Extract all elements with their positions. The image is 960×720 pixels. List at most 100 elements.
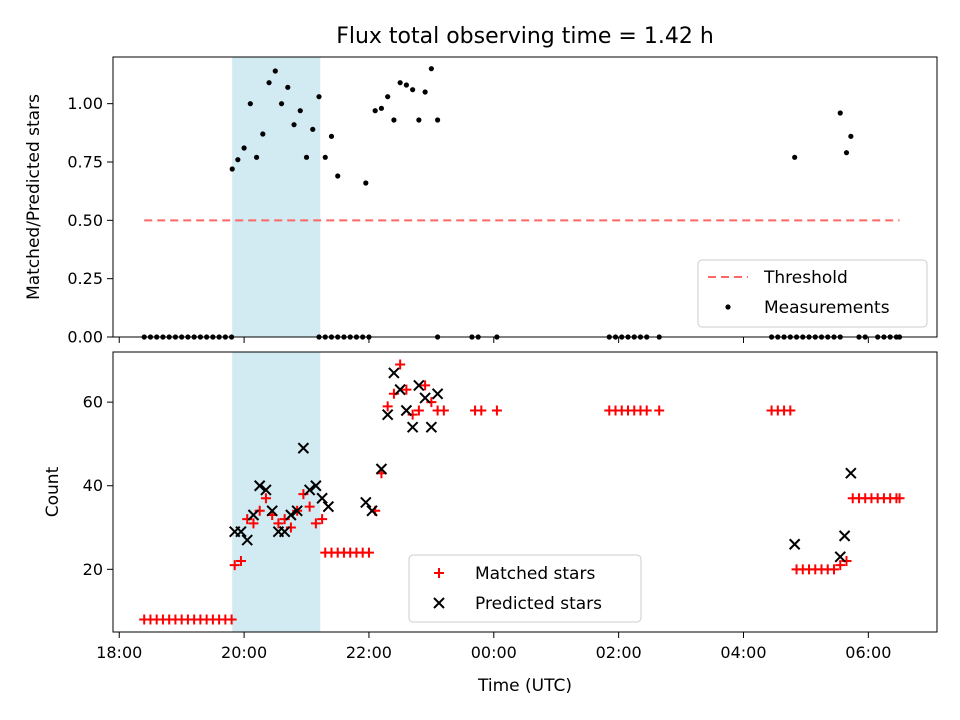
matched-star-point	[785, 405, 796, 416]
x-tick-label: 20:00	[221, 643, 267, 662]
matched-star-point	[401, 384, 412, 395]
y-tick-label: 0.00	[67, 328, 103, 347]
predicted-star-point	[235, 525, 247, 538]
matched-star-point	[413, 405, 424, 416]
predicted-star-point	[266, 505, 278, 517]
predicted-star-point	[413, 379, 425, 392]
predicted-star-point	[394, 383, 406, 396]
matched-star-point	[395, 359, 406, 370]
measurement-point	[397, 80, 403, 86]
matched-star-point	[829, 564, 839, 575]
measurement-point	[428, 66, 434, 72]
y-tick-label: 0.25	[67, 269, 103, 288]
matched-star-point	[229, 560, 240, 571]
measurement-point	[316, 94, 322, 100]
measurement-point	[372, 108, 378, 114]
matched-star-point	[476, 405, 487, 416]
measurement-point	[247, 101, 253, 107]
predicted-star-point	[788, 538, 801, 550]
measurement-point	[792, 154, 798, 160]
matched-star-point	[363, 547, 374, 558]
matched-star-point	[310, 518, 321, 529]
predicted-star-point	[834, 551, 846, 563]
predicted-star-point	[375, 463, 388, 475]
measurement-point	[278, 101, 285, 107]
ratio-panel: 0.00 0.25 0.50 0.75 1.00 Matched/Predicted st…	[24, 56, 938, 347]
predicted-star-point	[419, 392, 431, 404]
measurement-point	[435, 117, 441, 123]
axes-frame	[112, 351, 938, 633]
matched-star-point	[273, 518, 284, 529]
matched-star-point	[382, 401, 393, 412]
measurement-point	[235, 157, 241, 163]
predicted-star-point	[285, 509, 297, 521]
measurement-point	[310, 126, 316, 132]
predicted-star-point	[291, 505, 303, 517]
measurement-point	[285, 84, 291, 90]
legend-box	[408, 554, 642, 623]
chart-title: Flux total observing time = 1.42 h	[336, 24, 714, 49]
matched-star-point	[894, 493, 905, 504]
measurement-point	[303, 154, 310, 160]
predicted-star-point	[838, 530, 851, 542]
predicted-star-point	[360, 496, 372, 509]
measurement-point	[416, 117, 422, 123]
predicted-star-point	[260, 484, 272, 496]
measurement-point	[328, 133, 335, 139]
matched-star-point	[420, 380, 431, 391]
x-axis-label: Time (UTC)	[477, 676, 572, 696]
matched-star-point	[304, 501, 315, 512]
legend-matched-label: Matched stars	[475, 564, 595, 584]
y-axis-label: Count	[43, 466, 63, 517]
shaded-region	[232, 57, 321, 337]
legend-measurements-label: Measurements	[764, 298, 890, 318]
y-axis-label: Matched/Predicted stars	[24, 94, 44, 300]
measurement-point	[272, 68, 278, 74]
predicted-star-point	[425, 421, 438, 433]
measurement-point	[266, 80, 272, 86]
x-tick-label: 02:00	[596, 643, 642, 662]
y-tick-label: 20	[83, 560, 103, 579]
count-panel: 20 40 60 18:00 20:00 22:00 00:00 02:00 04:00 06:0…	[43, 351, 938, 662]
measurement-point	[363, 180, 369, 186]
measurement-point	[403, 82, 409, 88]
measurement-point	[322, 154, 328, 160]
legend-measurements-swatch	[725, 304, 731, 310]
x-tick-label: 04:00	[720, 643, 766, 662]
y-tick-label: 0.75	[67, 153, 103, 172]
x-tick-label: 18:00	[96, 643, 142, 662]
y-tick-label: 60	[83, 393, 103, 412]
predicted-star-point	[431, 388, 444, 400]
measurement-point	[241, 145, 247, 151]
predicted-star-point	[253, 480, 266, 492]
legend-predicted-swatch	[433, 597, 445, 609]
measurement-point	[843, 150, 850, 156]
measurement-point	[422, 89, 428, 95]
matched-star-point	[654, 405, 665, 416]
matched-star-point	[226, 614, 237, 625]
predicted-star-point	[322, 500, 335, 513]
predicted-star-point	[310, 480, 322, 492]
predicted-star-point	[241, 534, 253, 546]
predicted-star-point	[845, 467, 857, 479]
x-tick-label: 06:00	[845, 643, 891, 662]
predicted-star-point	[406, 421, 419, 433]
axes-frame	[112, 56, 938, 338]
legend-matched-swatch	[434, 568, 444, 578]
legend-box	[697, 259, 928, 328]
x-tick-label: 22:00	[346, 643, 392, 662]
matched-star-point	[235, 555, 246, 566]
measurement-point	[229, 166, 235, 172]
measurement-point	[335, 173, 341, 179]
matched-star-point	[317, 514, 328, 525]
predicted-star-point	[366, 505, 378, 517]
measurement-point	[848, 133, 854, 139]
x-tick-label: 00:00	[471, 643, 517, 662]
predicted-star-point	[278, 525, 291, 538]
measurement-point	[253, 154, 260, 160]
matched-star-point	[438, 405, 449, 416]
legend-threshold-label: Threshold	[763, 268, 848, 288]
y-tick-label: 1.00	[67, 94, 103, 113]
predicted-star-point	[247, 509, 260, 521]
